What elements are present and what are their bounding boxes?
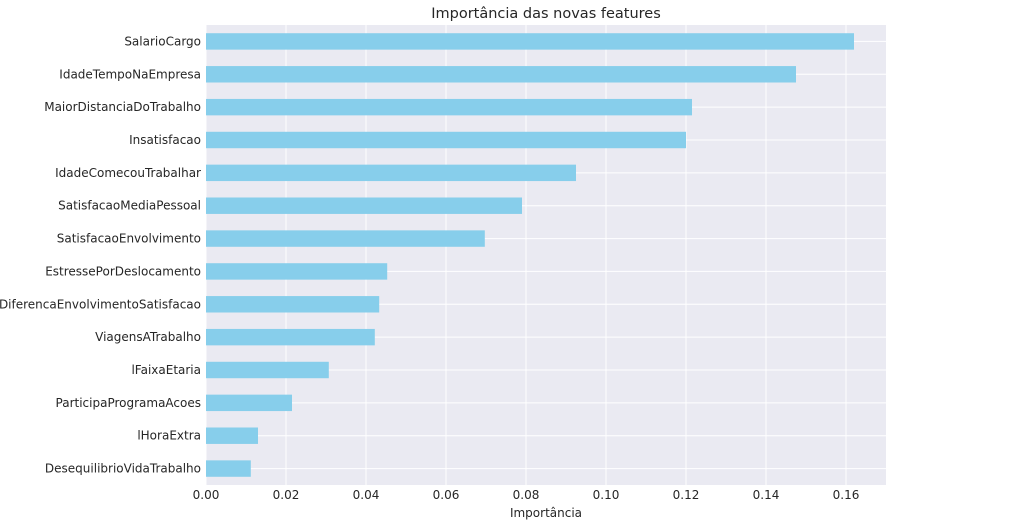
y-tick-label: EstressePorDeslocamento: [45, 264, 201, 278]
bar: [206, 460, 251, 477]
y-tick-label: SatisfacaoEnvolvimento: [57, 232, 201, 246]
y-tick-label: IdadeTempoNaEmpresa: [59, 67, 201, 81]
bar: [206, 328, 375, 346]
x-tick-label: 0.12: [673, 488, 700, 502]
bar: [206, 361, 329, 379]
y-tick-label: SalarioCargo: [124, 34, 201, 48]
plot-area: [206, 25, 886, 485]
x-tick-labels: 0.00 0.02 0.04 0.06 0.08 0.10 0.12 0.14 0.16: [193, 488, 860, 502]
y-tick-labels: SalarioCargo IdadeTempoNaEmpresa MaiorDist…: [0, 34, 201, 475]
x-tick-label: 0.04: [353, 488, 380, 502]
bar: [206, 263, 388, 280]
bar: [206, 66, 796, 83]
y-tick-label: MaiorDistanciaDoTrabalho: [44, 100, 201, 114]
x-tick-label: 0.02: [273, 488, 300, 502]
chart-title: Importância das novas features: [431, 6, 661, 22]
bar: [206, 197, 522, 214]
bar: [206, 427, 258, 444]
x-tick-label: 0.14: [753, 488, 780, 502]
y-tick-label: ViagensATrabalho: [95, 330, 201, 344]
bar: [206, 131, 686, 149]
y-tick-label: DesequilibrioVidaTrabalho: [45, 462, 201, 476]
bar: [206, 33, 854, 50]
y-tick-label: ParticipaProgramaAcoes: [56, 396, 201, 410]
y-tick-label: Insatisfacao: [129, 133, 201, 147]
bar: [206, 296, 380, 313]
bar: [206, 164, 576, 182]
x-tick-label: 0.10: [593, 488, 620, 502]
y-tick-label: lHoraExtra: [137, 429, 201, 443]
x-tick-label: 0.08: [513, 488, 540, 502]
y-tick-label: SatisfacaoMediaPessoal: [58, 199, 201, 213]
x-tick-label: 0.06: [433, 488, 460, 502]
y-tick-label: lFaixaEtaria: [131, 363, 201, 377]
bar: [206, 394, 292, 412]
bars: [206, 33, 854, 477]
bar: [206, 98, 692, 116]
y-tick-label: IdadeComecouTrabalhar: [55, 166, 201, 180]
x-axis-label: Importância: [510, 506, 582, 520]
x-tick-label: 0.16: [833, 488, 860, 502]
bar: [206, 230, 485, 247]
y-tick-label: DiferencaEnvolvimentoSatisfacao: [0, 297, 201, 311]
x-tick-label: 0.00: [193, 488, 220, 502]
